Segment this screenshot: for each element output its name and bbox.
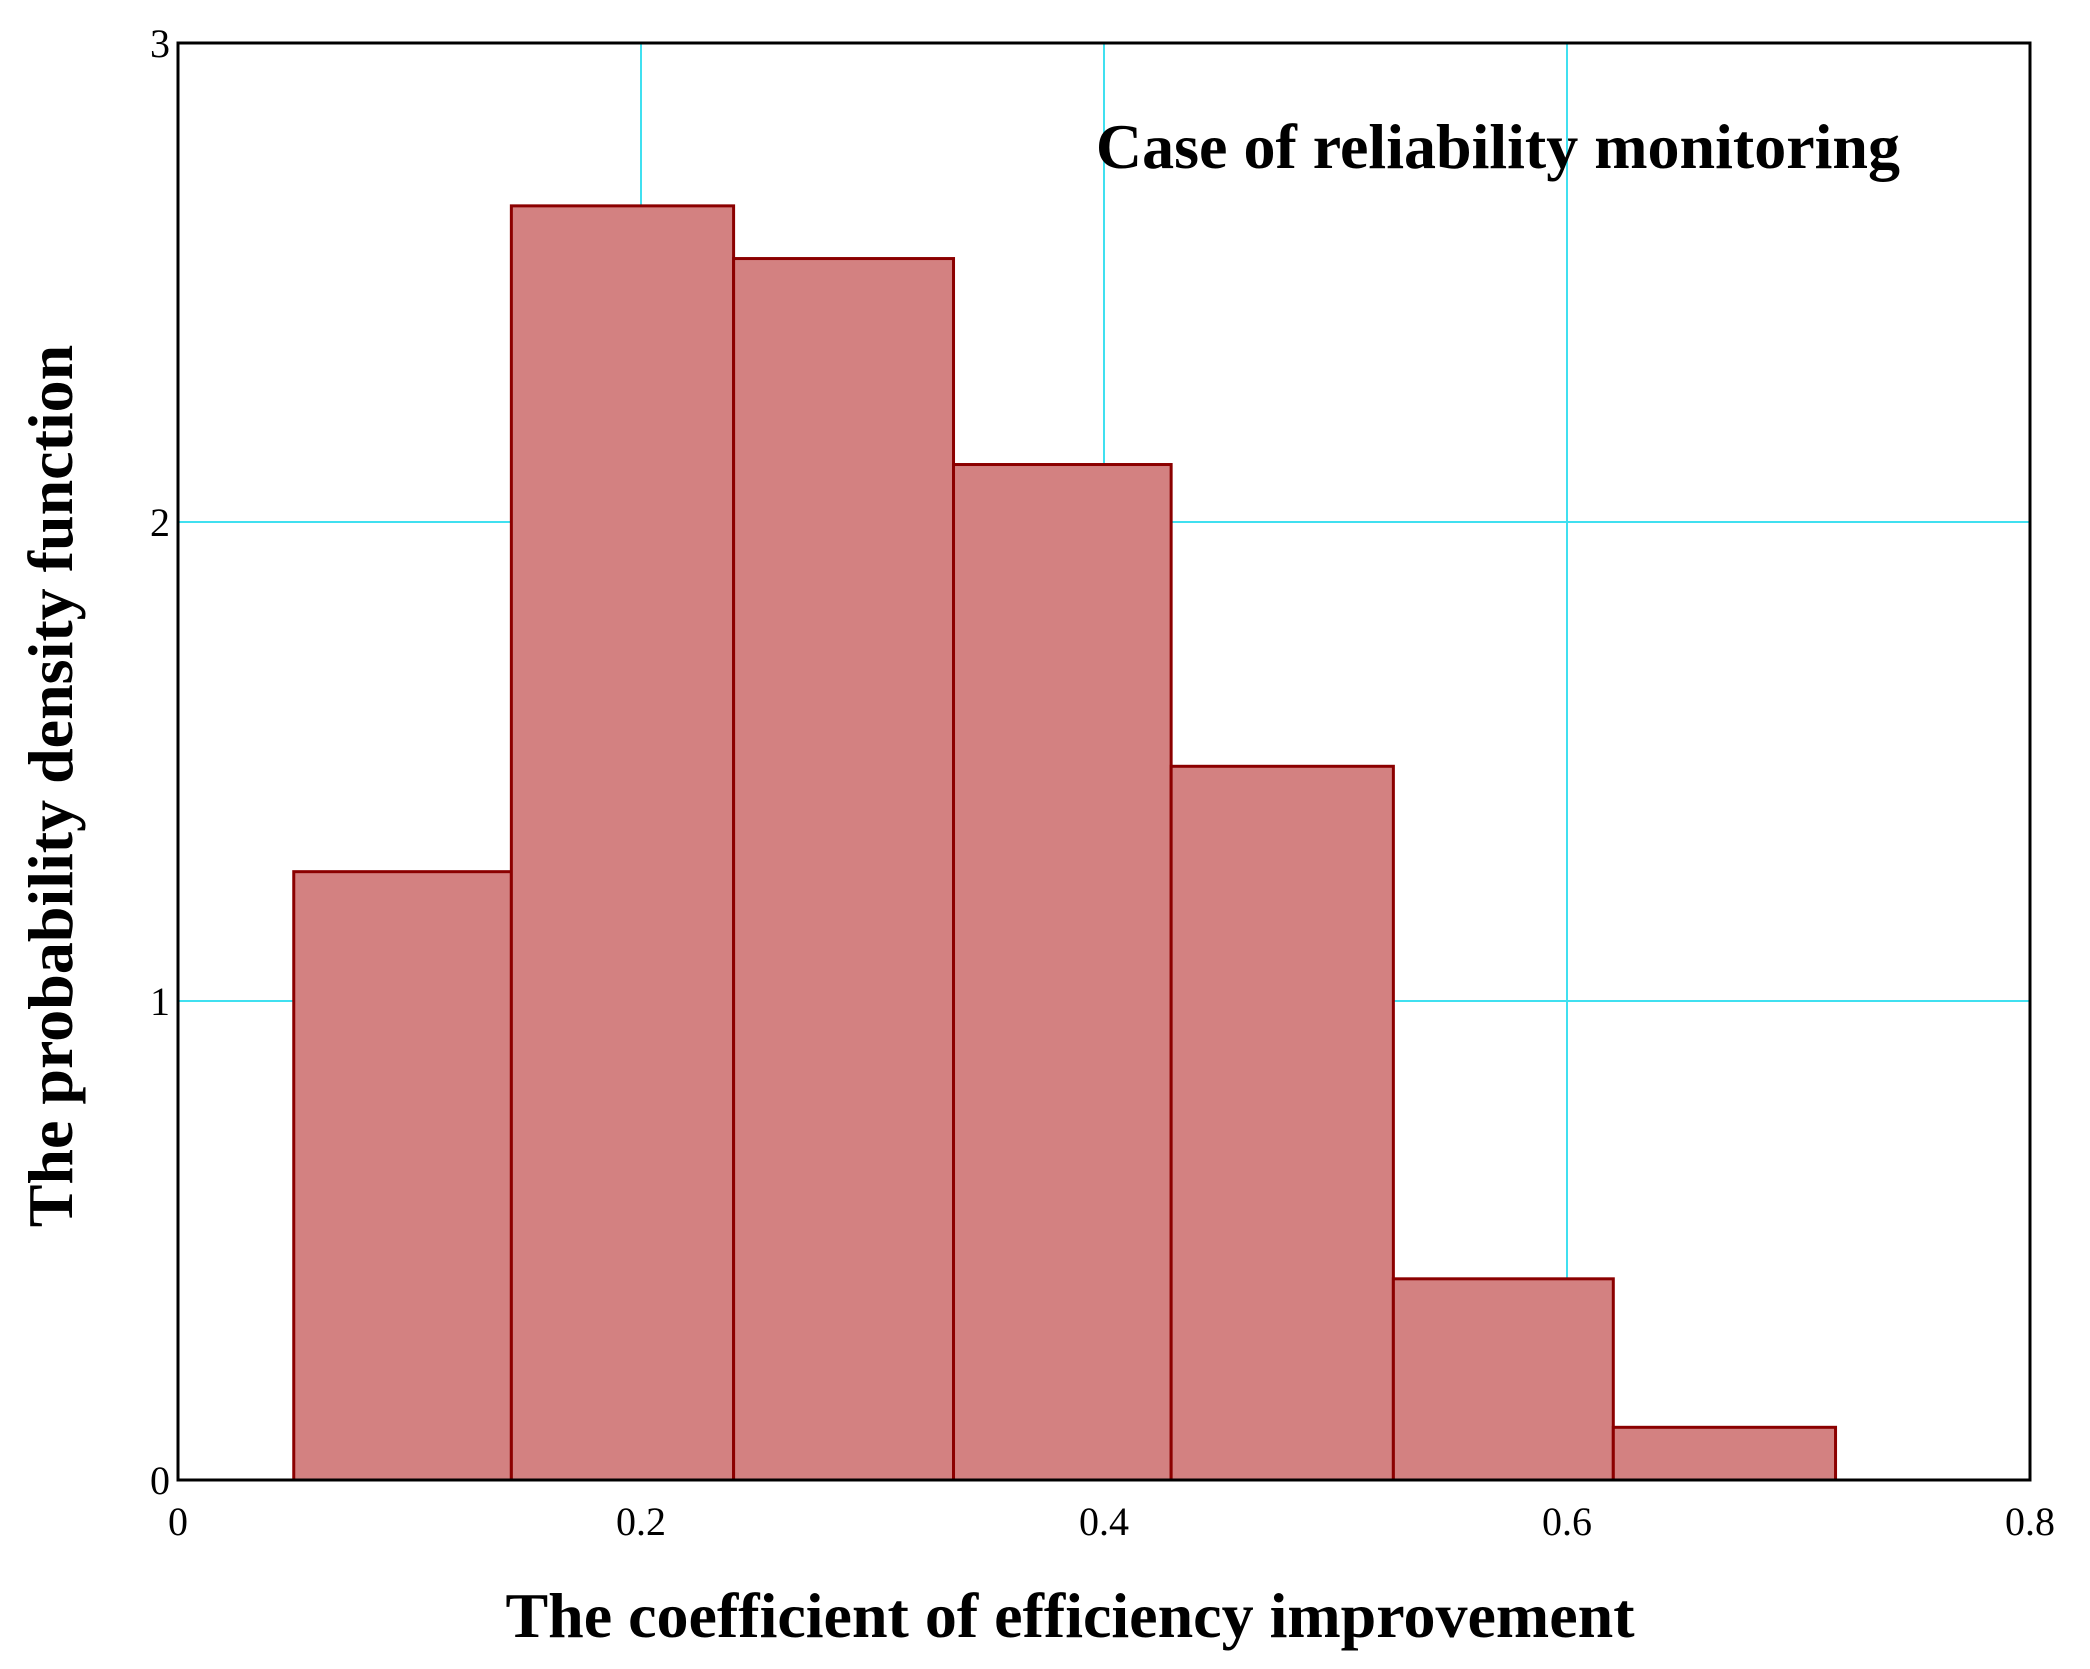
histogram-bar-4 <box>952 463 1173 1482</box>
y-axis-title: The probability density function <box>15 345 86 1228</box>
y-tick-label-2: 2 <box>150 500 170 545</box>
histogram-bar-7 <box>1611 1425 1838 1482</box>
x-tick-label-4: 0.8 <box>2005 1499 2055 1544</box>
y-tick-label-1: 1 <box>150 979 170 1024</box>
histogram-bar-5 <box>1169 764 1395 1482</box>
x-tick-label-1: 0.2 <box>616 1499 666 1544</box>
x-tick-label-3: 0.6 <box>1542 1499 1592 1544</box>
histogram-bar-6 <box>1391 1277 1615 1482</box>
x-tick-label-0: 0 <box>168 1499 188 1544</box>
histogram-bar-3 <box>732 257 956 1482</box>
histogram-bars <box>292 204 1838 1482</box>
x-tick-label-2: 0.4 <box>1079 1499 1129 1544</box>
x-axis-title: The coefficient of efficiency improvemen… <box>505 1580 1635 1651</box>
chart-annotation: Case of reliability monitoring <box>1096 111 1900 182</box>
histogram-bar-2 <box>509 204 736 1482</box>
x-tick-labels: 0 0.2 0.4 0.6 0.8 <box>168 1499 2055 1544</box>
y-tick-label-3: 3 <box>150 21 170 66</box>
plot-frame <box>176 41 2032 1482</box>
histogram-bar-1 <box>292 870 513 1482</box>
y-tick-label-0: 0 <box>150 1458 170 1503</box>
y-tick-labels: 0 1 2 3 <box>150 21 170 1503</box>
